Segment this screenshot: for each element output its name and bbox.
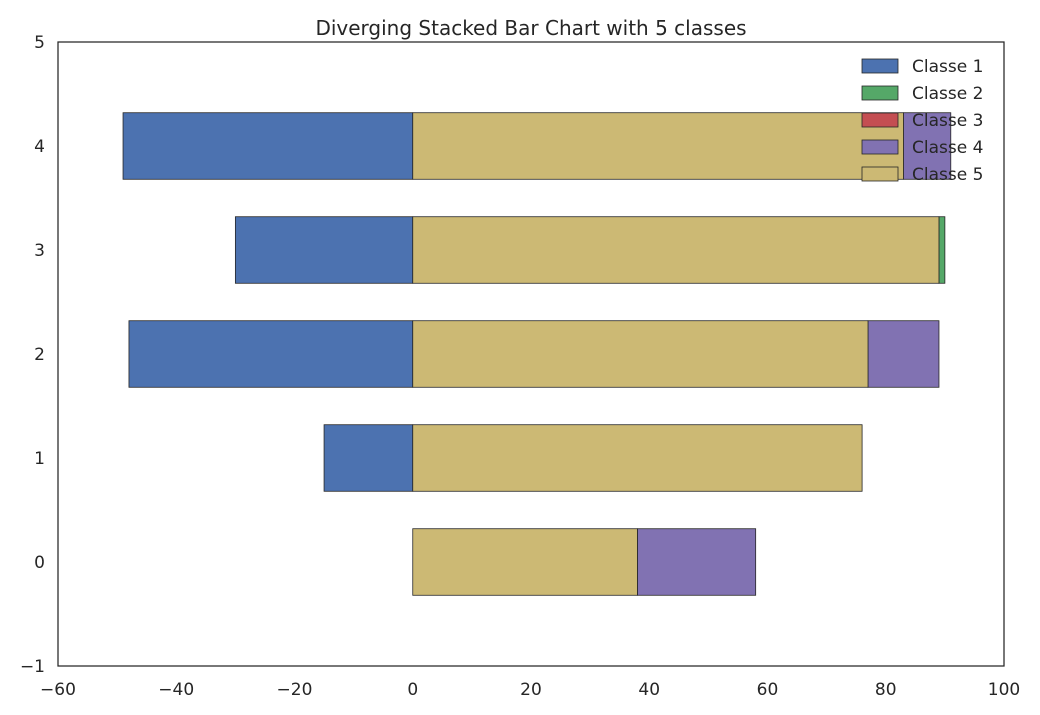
legend-swatch bbox=[861, 58, 899, 74]
bar-segment bbox=[938, 216, 946, 284]
legend-swatch bbox=[861, 166, 899, 182]
bars-group bbox=[122, 112, 952, 596]
bar-segment bbox=[412, 424, 863, 492]
legend-swatch bbox=[861, 139, 899, 155]
y-tick-label: 2 bbox=[34, 345, 45, 365]
legend-label: Classe 2 bbox=[912, 84, 983, 104]
chart-title: Diverging Stacked Bar Chart with 5 class… bbox=[315, 16, 746, 40]
legend-label: Classe 1 bbox=[912, 57, 983, 77]
x-tick-label: 0 bbox=[407, 680, 418, 700]
x-tick-label: 40 bbox=[638, 680, 660, 700]
bar-segment bbox=[412, 320, 869, 388]
x-tick-label: 60 bbox=[757, 680, 779, 700]
bar-segment bbox=[234, 216, 414, 284]
x-tick-label: 80 bbox=[875, 680, 897, 700]
bar-segment bbox=[128, 320, 414, 388]
legend-label: Classe 5 bbox=[912, 165, 983, 185]
y-tick-label: 0 bbox=[34, 553, 45, 573]
x-tick-label: −20 bbox=[277, 680, 313, 700]
y-tick-label: 1 bbox=[34, 449, 45, 469]
x-tick-label: −60 bbox=[40, 680, 76, 700]
legend-label: Classe 4 bbox=[912, 138, 983, 158]
x-tick-label: −40 bbox=[158, 680, 194, 700]
bar-segment bbox=[412, 216, 940, 284]
legend-label: Classe 3 bbox=[912, 111, 983, 131]
y-tick-label: 5 bbox=[34, 33, 45, 53]
bar-segment bbox=[903, 112, 952, 180]
bar-segment bbox=[637, 528, 757, 596]
legend-swatch bbox=[861, 112, 899, 128]
bar-segment bbox=[867, 320, 940, 388]
bar-segment bbox=[122, 112, 414, 180]
y-tick-label: 4 bbox=[34, 137, 45, 157]
y-tick-label: −1 bbox=[20, 657, 45, 677]
bar-segment bbox=[323, 424, 414, 492]
x-tick-label: 100 bbox=[988, 680, 1020, 700]
y-axis-ticks: −1 0 1 2 3 4 5 bbox=[20, 33, 45, 677]
y-tick-label: 3 bbox=[34, 241, 45, 261]
plot-area-frame bbox=[57, 41, 1005, 667]
legend-swatch bbox=[861, 85, 899, 101]
x-tick-label: 20 bbox=[520, 680, 542, 700]
bar-segment bbox=[412, 528, 638, 596]
legend: Classe 1 Classe 2 Classe 3 Classe 4 Classe 5 bbox=[861, 57, 983, 185]
x-axis-ticks: −60 −40 −20 0 20 40 60 80 100 bbox=[40, 680, 1020, 700]
bar-segment bbox=[412, 112, 904, 180]
